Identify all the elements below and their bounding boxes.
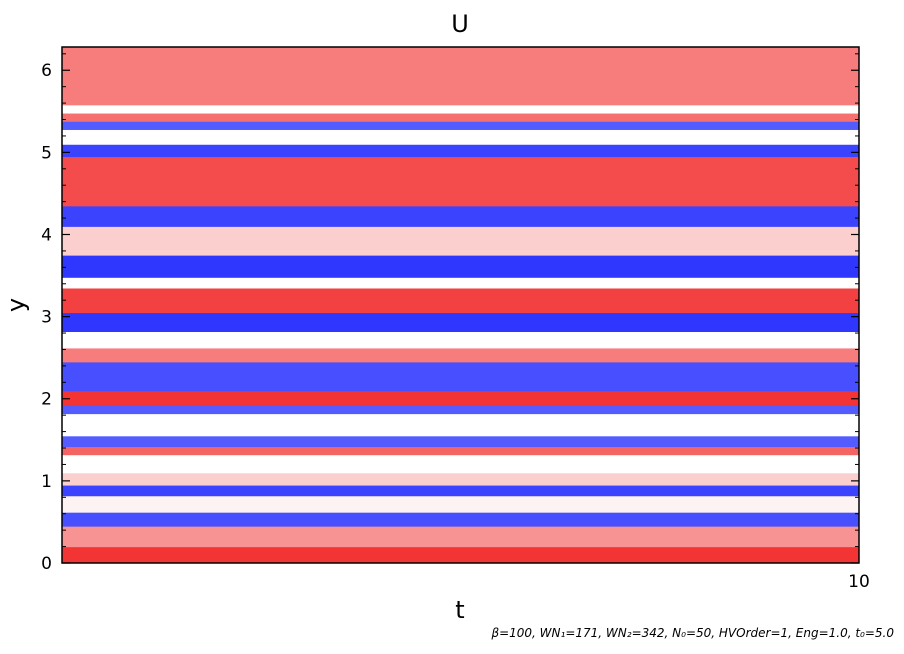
heatmap-band-5 — [62, 472, 859, 486]
heatmap-band-9 — [62, 413, 859, 437]
heatmap-band-8 — [62, 435, 859, 447]
heatmap-band-22 — [62, 144, 859, 158]
y-tick-label: 5 — [41, 143, 52, 163]
y-tick-label: 3 — [41, 308, 52, 328]
heatmap-band-14 — [62, 331, 859, 349]
heatmap-band-13 — [62, 347, 859, 363]
heatmap-band-2 — [62, 512, 859, 527]
parameter-footer: β=100, WN₁=171, WN₂=342, N₀=50, HVOrder=… — [491, 626, 894, 640]
x-tick-label: 10 — [848, 572, 870, 592]
heatmap-band-3 — [62, 495, 859, 513]
heatmap-band-12 — [62, 361, 859, 392]
y-tick-label: 2 — [41, 390, 52, 410]
y-tick-label: 4 — [41, 225, 52, 245]
heatmap-band-1 — [62, 526, 859, 548]
y-axis: 0 1 2 3 4 5 6 — [41, 53, 859, 574]
y-tick-label: 0 — [41, 554, 52, 574]
x-axis-label: t — [455, 596, 464, 624]
y-tick-label: 6 — [41, 61, 52, 81]
plot-frame — [61, 46, 860, 564]
y-axis-label: y — [2, 298, 30, 312]
heatmap-band-23 — [62, 129, 859, 145]
heatmap-band-24 — [62, 121, 859, 130]
chart-title: U — [451, 10, 469, 38]
heatmap-band-19 — [62, 226, 859, 256]
heatmap-band-7 — [62, 446, 859, 456]
heatmap-band-4 — [62, 484, 859, 497]
heatmap-band-16 — [62, 287, 859, 314]
y-tick-label: 1 — [41, 472, 52, 492]
heatmap-band-18 — [62, 255, 859, 278]
heatmap-band-21 — [62, 156, 859, 207]
heatmap-band-6 — [62, 454, 859, 474]
heatmap-band-0 — [62, 546, 859, 563]
heatmap-band-15 — [62, 312, 859, 333]
x-axis: 10 — [848, 572, 870, 592]
heatmap-band-27 — [62, 47, 859, 106]
heatmap-band-10 — [62, 405, 859, 415]
heatmap-band-11 — [62, 390, 859, 406]
heatmap-band-25 — [62, 112, 859, 122]
heatmap-band-20 — [62, 205, 859, 227]
heatmap-band-17 — [62, 277, 859, 289]
heatmap-band-26 — [62, 104, 859, 114]
heatmap-bands — [62, 47, 859, 563]
